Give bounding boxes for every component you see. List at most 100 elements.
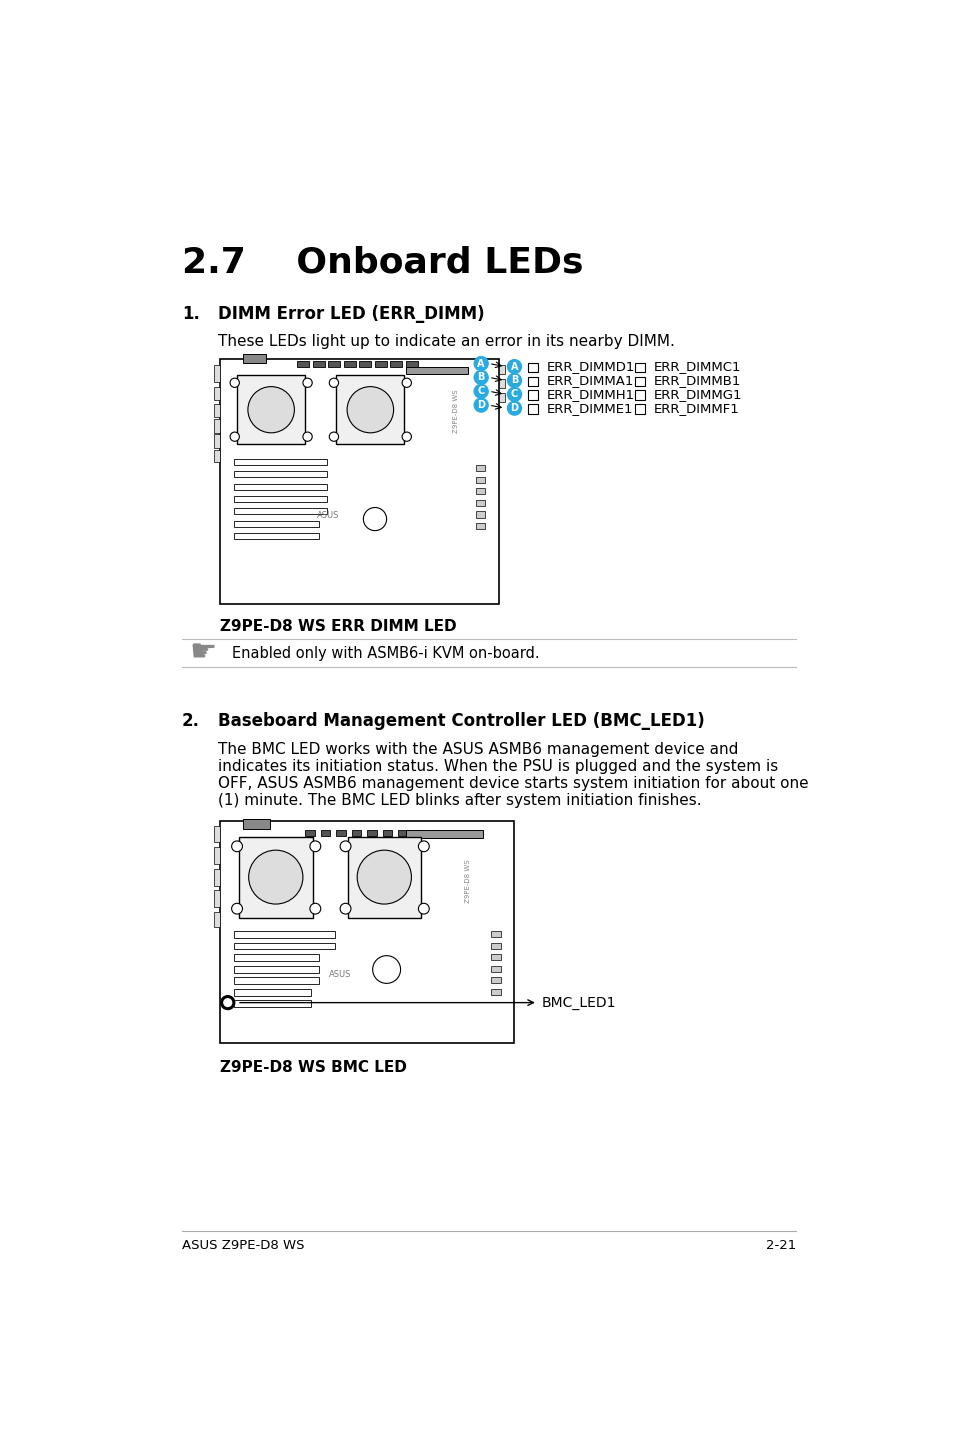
Text: B: B (510, 375, 517, 385)
Circle shape (402, 378, 411, 387)
Text: ERR_DIMMD1: ERR_DIMMD1 (546, 360, 635, 372)
FancyBboxPatch shape (233, 472, 327, 477)
Text: ERR_DIMMC1: ERR_DIMMC1 (654, 360, 740, 372)
FancyBboxPatch shape (634, 377, 644, 385)
Text: D: D (476, 400, 485, 410)
Text: 2.7    Onboard LEDs: 2.7 Onboard LEDs (182, 246, 583, 280)
FancyBboxPatch shape (352, 830, 360, 837)
FancyBboxPatch shape (491, 978, 500, 984)
FancyBboxPatch shape (239, 837, 313, 917)
Circle shape (303, 378, 312, 387)
FancyBboxPatch shape (305, 830, 314, 837)
FancyBboxPatch shape (634, 404, 644, 414)
FancyBboxPatch shape (233, 521, 319, 526)
Circle shape (418, 903, 429, 915)
FancyBboxPatch shape (414, 830, 422, 837)
Text: ASUS Z9PE-D8 WS: ASUS Z9PE-D8 WS (182, 1240, 304, 1252)
Circle shape (363, 508, 386, 531)
Text: 1.: 1. (182, 305, 200, 324)
FancyBboxPatch shape (634, 362, 644, 372)
Circle shape (507, 360, 521, 374)
FancyBboxPatch shape (344, 361, 355, 367)
FancyBboxPatch shape (213, 890, 220, 907)
Text: ERR_DIMMA1: ERR_DIMMA1 (546, 374, 634, 387)
Circle shape (220, 995, 234, 1009)
Text: D: D (510, 403, 518, 413)
Text: C: C (477, 387, 484, 397)
Circle shape (224, 999, 232, 1007)
FancyBboxPatch shape (297, 361, 309, 367)
Circle shape (248, 387, 294, 433)
FancyBboxPatch shape (527, 377, 537, 385)
Text: ERR_DIMME1: ERR_DIMME1 (546, 401, 633, 414)
FancyBboxPatch shape (243, 354, 266, 362)
FancyBboxPatch shape (375, 361, 386, 367)
Text: 2.: 2. (182, 712, 200, 729)
FancyBboxPatch shape (213, 404, 220, 417)
Circle shape (232, 903, 242, 915)
FancyBboxPatch shape (313, 361, 324, 367)
Text: C: C (511, 390, 517, 400)
FancyBboxPatch shape (390, 361, 402, 367)
FancyBboxPatch shape (213, 869, 220, 886)
Circle shape (329, 378, 338, 387)
Text: 2-21: 2-21 (764, 1240, 795, 1252)
Text: A: A (476, 358, 484, 368)
FancyBboxPatch shape (491, 989, 500, 995)
Text: Baseboard Management Controller LED (BMC_LED1): Baseboard Management Controller LED (BMC… (217, 712, 703, 729)
FancyBboxPatch shape (491, 942, 500, 949)
Text: A: A (510, 361, 517, 371)
Text: The BMC LED works with the ASUS ASMB6 management device and: The BMC LED works with the ASUS ASMB6 ma… (217, 742, 738, 758)
Text: indicates its initiation status. When the PSU is plugged and the system is: indicates its initiation status. When th… (217, 759, 777, 774)
Circle shape (474, 371, 488, 384)
Text: These LEDs light up to indicate an error in its nearby DIMM.: These LEDs light up to indicate an error… (217, 334, 674, 349)
FancyBboxPatch shape (328, 361, 340, 367)
FancyBboxPatch shape (213, 365, 220, 383)
Text: Z9PE-D8 WS ERR DIMM LED: Z9PE-D8 WS ERR DIMM LED (220, 620, 456, 634)
Text: OFF, ASUS ASMB6 management device starts system initiation for about one: OFF, ASUS ASMB6 management device starts… (217, 777, 807, 791)
FancyBboxPatch shape (397, 830, 407, 837)
FancyBboxPatch shape (233, 533, 319, 539)
FancyBboxPatch shape (406, 830, 483, 838)
Text: BMC_LED1: BMC_LED1 (541, 995, 616, 1009)
FancyBboxPatch shape (335, 830, 345, 837)
FancyBboxPatch shape (233, 966, 319, 972)
FancyBboxPatch shape (233, 930, 335, 938)
FancyBboxPatch shape (213, 434, 220, 449)
Circle shape (507, 387, 521, 401)
Circle shape (373, 956, 400, 984)
FancyBboxPatch shape (406, 367, 468, 374)
Circle shape (329, 431, 338, 441)
Text: ASUS: ASUS (329, 969, 351, 978)
FancyBboxPatch shape (527, 404, 537, 414)
FancyBboxPatch shape (320, 830, 330, 837)
FancyBboxPatch shape (498, 393, 505, 403)
Text: Z9PE-D8 WS: Z9PE-D8 WS (453, 390, 459, 433)
FancyBboxPatch shape (233, 1001, 311, 1007)
FancyBboxPatch shape (367, 830, 376, 837)
Text: ERR_DIMMG1: ERR_DIMMG1 (654, 388, 741, 401)
FancyBboxPatch shape (476, 512, 484, 518)
FancyBboxPatch shape (243, 820, 270, 828)
Circle shape (507, 374, 521, 387)
FancyBboxPatch shape (491, 953, 500, 961)
FancyBboxPatch shape (233, 483, 327, 490)
Circle shape (230, 431, 239, 441)
Circle shape (310, 903, 320, 915)
FancyBboxPatch shape (498, 380, 505, 388)
Text: Z9PE-D8 WS: Z9PE-D8 WS (464, 858, 471, 903)
FancyBboxPatch shape (359, 361, 371, 367)
FancyBboxPatch shape (220, 821, 514, 1043)
Circle shape (474, 398, 488, 413)
Text: Enabled only with ASMB6-i KVM on-board.: Enabled only with ASMB6-i KVM on-board. (232, 646, 538, 660)
FancyBboxPatch shape (233, 989, 311, 995)
Circle shape (340, 903, 351, 915)
Text: ☛: ☛ (189, 638, 216, 667)
Text: ERR_DIMMH1: ERR_DIMMH1 (546, 388, 635, 401)
Text: DIMM Error LED (ERR_DIMM): DIMM Error LED (ERR_DIMM) (217, 305, 484, 324)
FancyBboxPatch shape (429, 830, 438, 837)
Circle shape (232, 841, 242, 851)
FancyBboxPatch shape (406, 361, 417, 367)
FancyBboxPatch shape (476, 489, 484, 495)
FancyBboxPatch shape (233, 942, 335, 949)
